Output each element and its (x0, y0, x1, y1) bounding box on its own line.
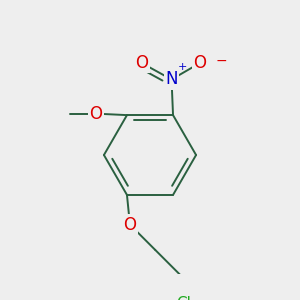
Text: −: − (215, 54, 227, 68)
Text: O: O (123, 216, 136, 234)
Text: N: N (165, 70, 178, 88)
Text: +: + (178, 62, 188, 72)
Text: O: O (193, 54, 206, 72)
Text: Cl: Cl (176, 296, 191, 300)
Text: O: O (89, 105, 102, 123)
Text: O: O (135, 54, 148, 72)
